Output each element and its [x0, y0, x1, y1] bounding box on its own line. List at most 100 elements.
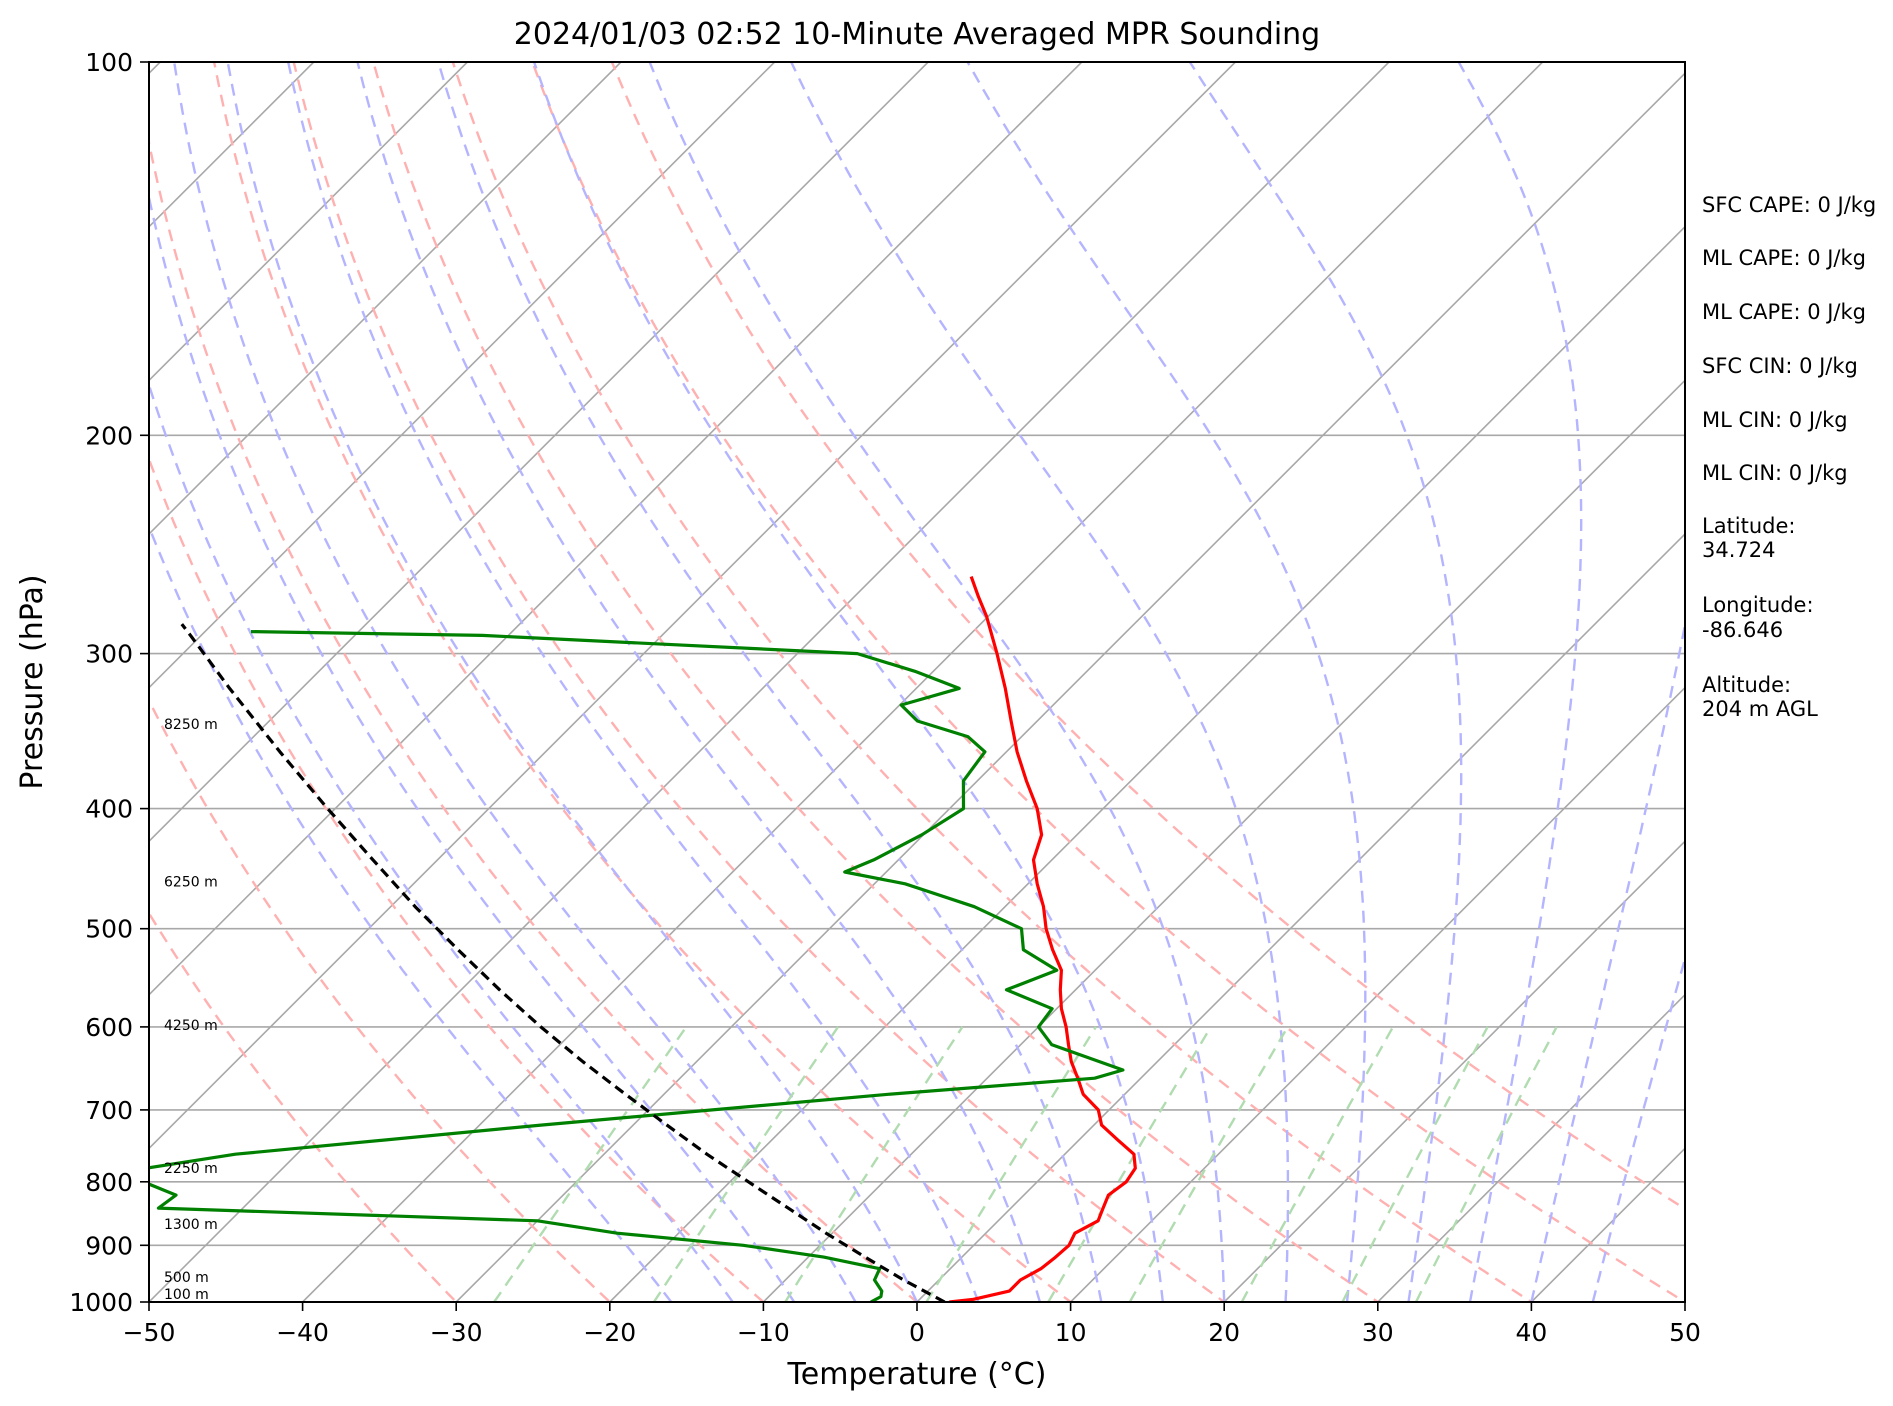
x-tick-label: 0	[909, 1318, 925, 1347]
moist-adiabat-line	[437, 62, 1103, 1302]
chart-title: 2024/01/03 02:52 10-Minute Averaged MPR …	[514, 17, 1320, 52]
parcel-profile	[180, 623, 946, 1302]
y-tick-label: 400	[85, 795, 133, 824]
moist-adiabat-line	[173, 62, 857, 1302]
y-tick-label: 500	[85, 915, 133, 944]
x-axis-title: Temperature (°C)	[787, 1357, 1047, 1392]
altitude-label: Altitude:	[1702, 673, 1791, 697]
mixing-ratio-line	[784, 1026, 964, 1302]
moist-adiabat-line	[149, 523, 673, 1302]
isotherm-line	[149, 62, 1390, 1302]
longitude-label: Longitude:	[1702, 593, 1814, 617]
dry-adiabat-line	[610, 62, 1685, 1211]
x-tick-label: 10	[1055, 1318, 1087, 1347]
y-tick-label: 100	[85, 48, 133, 77]
dry-adiabat-line	[531, 62, 1685, 1302]
x-axis-ticks: −50 −40 −30 −20 −10 0 10 20 30 40 50	[123, 1302, 1701, 1347]
dry-adiabat-line	[149, 697, 612, 1302]
moist-adiabat-line	[149, 381, 734, 1302]
isotherm-line	[149, 62, 929, 843]
dry-adiabat-line	[372, 62, 1380, 1302]
sounding-info-panel: SFC CAPE: 0 J/kg ML CAPE: 0 J/kg ML CAPE…	[1702, 193, 1876, 721]
isotherm-line	[762, 379, 1685, 1302]
dry-adiabat-line	[292, 62, 1227, 1302]
y-tick-label: 800	[85, 1168, 133, 1197]
moist-adiabat-line	[1591, 954, 1685, 1302]
dry-adiabat-line	[149, 910, 458, 1302]
ml-cin-text: ML CIN: 0 J/kg	[1702, 408, 1848, 432]
mixing-ratio-line	[1341, 1026, 1489, 1302]
mixing-ratio-line	[1240, 1026, 1395, 1302]
height-label: 8250 m	[164, 717, 218, 733]
moist-adiabat-line	[287, 62, 980, 1302]
dry-adiabat-line	[451, 62, 1534, 1302]
mixing-ratio-line	[1414, 1026, 1558, 1302]
x-tick-label: 50	[1669, 1318, 1701, 1347]
moist-adiabat-line	[1188, 62, 1463, 1302]
dry-adiabat-line	[212, 62, 1073, 1302]
y-axis-title: Pressure (hPa)	[15, 574, 50, 789]
sounding-profiles	[149, 576, 1137, 1302]
moist-adiabat-line	[648, 62, 1226, 1302]
altitude-value: 204 m AGL	[1702, 697, 1818, 721]
latitude-label: Latitude:	[1702, 514, 1796, 538]
y-axis-ticks: 100 200 300 400 500 600 700 800 900 1000	[69, 48, 149, 1317]
isotherm-line	[302, 62, 1544, 1302]
x-tick-label: 40	[1515, 1318, 1547, 1347]
ml-cape-text-2: ML CAPE: 0 J/kg	[1702, 300, 1866, 324]
y-tick-label: 700	[85, 1096, 133, 1125]
isotherm-line	[1223, 840, 1685, 1302]
ml-cin-text-2: ML CIN: 0 J/kg	[1702, 461, 1848, 485]
x-tick-label: −50	[123, 1318, 176, 1347]
moist-adiabat-line	[356, 62, 1042, 1302]
y-tick-label: 300	[85, 640, 133, 669]
plot-area	[0, 62, 1685, 1302]
x-tick-label: −40	[276, 1318, 329, 1347]
isotherm-line	[455, 72, 1685, 1302]
x-tick-label: −20	[583, 1318, 636, 1347]
isotherm-line	[0, 62, 7, 1302]
mixing-ratio-lines	[493, 1026, 1558, 1302]
mixing-ratio-line	[652, 1026, 839, 1302]
pressure-grid	[149, 62, 1685, 1302]
mixing-ratio-line	[925, 1026, 1097, 1302]
moist-adiabat-line	[226, 62, 919, 1302]
x-tick-label: 20	[1208, 1318, 1240, 1347]
height-label: 6250 m	[164, 875, 218, 891]
moist-adiabat-line	[790, 62, 1290, 1302]
moist-adiabat-line	[532, 62, 1164, 1302]
height-label: 100 m	[164, 1287, 209, 1303]
sfc-cape-text: SFC CAPE: 0 J/kg	[1702, 193, 1876, 217]
dewpoint-profile	[149, 630, 1125, 1302]
height-label: 4250 m	[164, 1018, 218, 1034]
x-tick-label: 30	[1362, 1318, 1394, 1347]
ml-cape-text: ML CAPE: 0 J/kg	[1702, 246, 1866, 270]
mixing-ratio-line	[493, 1026, 688, 1302]
y-tick-label: 600	[85, 1013, 133, 1042]
height-label: 2250 m	[164, 1161, 218, 1177]
x-tick-label: −10	[737, 1318, 790, 1347]
temperature-profile	[949, 576, 1137, 1302]
moist-adiabat-line	[149, 191, 796, 1302]
dry-adiabats	[149, 62, 1685, 1302]
height-label: 1300 m	[164, 1217, 218, 1233]
isotherm-line	[149, 62, 468, 382]
plot-frame	[148, 61, 1686, 1303]
isotherm-line	[609, 225, 1685, 1302]
mixing-ratio-line	[1047, 1026, 1212, 1302]
moist-adiabat-line	[1457, 62, 1583, 1302]
moist-adiabats	[149, 62, 1685, 1302]
isotherm-line	[1070, 686, 1685, 1302]
y-tick-label: 1000	[69, 1288, 133, 1317]
dry-adiabat-line	[149, 455, 766, 1302]
longitude-value: -86.646	[1702, 618, 1783, 642]
isotherm-line	[1377, 993, 1685, 1302]
moist-adiabat-line	[966, 62, 1367, 1302]
sfc-cin-text: SFC CIN: 0 J/kg	[1702, 354, 1858, 378]
mixing-ratio-line	[1128, 1026, 1289, 1302]
y-tick-label: 900	[85, 1231, 133, 1260]
isotherm-line	[149, 62, 1236, 1150]
x-tick-label: −30	[430, 1318, 483, 1347]
